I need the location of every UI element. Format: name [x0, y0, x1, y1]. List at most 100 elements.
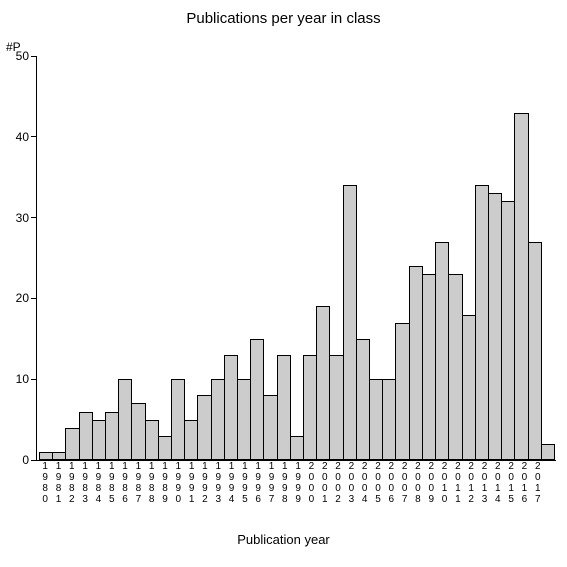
y-tick-label: 50 — [16, 49, 29, 63]
x-tick-column: 2010 — [437, 460, 451, 506]
x-axis-label: Publication year — [0, 532, 567, 547]
x-tick-label: 2005 — [371, 462, 385, 506]
x-tick-label: 1992 — [198, 462, 212, 506]
bars-container — [37, 56, 556, 460]
x-tick-label: 1980 — [38, 462, 52, 506]
x-tick-column: 1983 — [78, 460, 92, 506]
x-tick-label: 1985 — [105, 462, 119, 506]
x-tick-label: 2004 — [358, 462, 372, 506]
bar — [343, 185, 357, 460]
x-tick-column: 1999 — [291, 460, 305, 506]
bar — [528, 242, 542, 460]
bar — [329, 355, 343, 460]
bar — [435, 242, 449, 460]
x-tick-label: 1984 — [91, 462, 105, 506]
x-tick-column: 1995 — [238, 460, 252, 506]
x-tick-column: 2012 — [464, 460, 478, 506]
bar — [79, 412, 93, 460]
x-tick-column: 1988 — [145, 460, 159, 506]
x-tick-column: 2015 — [504, 460, 518, 506]
x-tick-column: 1985 — [105, 460, 119, 506]
x-tick-column: 2006 — [384, 460, 398, 506]
y-tick-label: 40 — [16, 130, 29, 144]
x-tick-column: 2005 — [371, 460, 385, 506]
bar — [145, 420, 159, 460]
x-tick-column: 1994 — [224, 460, 238, 506]
x-tick-column: 1981 — [51, 460, 65, 506]
x-tick-column: 2013 — [477, 460, 491, 506]
x-tick-label: 2013 — [477, 462, 491, 506]
bar — [250, 339, 264, 460]
x-tick-label: 2006 — [384, 462, 398, 506]
x-tick-column: 1986 — [118, 460, 132, 506]
bar — [462, 315, 476, 460]
x-tick-label: 2001 — [318, 462, 332, 506]
x-tick-column: 1997 — [264, 460, 278, 506]
y-tick-label: 10 — [16, 372, 29, 386]
bar — [224, 355, 238, 460]
x-tick-label: 2007 — [397, 462, 411, 506]
y-tick — [31, 217, 37, 218]
bar — [382, 379, 396, 460]
x-tick-label: 1981 — [51, 462, 65, 506]
bar — [237, 379, 251, 460]
x-tick-label: 1994 — [224, 462, 238, 506]
bar — [131, 403, 145, 460]
bar — [475, 185, 489, 460]
bar — [92, 420, 106, 460]
bar — [356, 339, 370, 460]
x-tick-column: 1993 — [211, 460, 225, 506]
x-tick-column: 1987 — [131, 460, 145, 506]
bar — [184, 420, 198, 460]
x-tick-label: 2014 — [491, 462, 505, 506]
bar — [277, 355, 291, 460]
y-tick-label: 0 — [22, 453, 29, 467]
x-tick-column: 1992 — [198, 460, 212, 506]
x-tick-label: 1982 — [65, 462, 79, 506]
x-tick-column: 2016 — [517, 460, 531, 506]
x-tick-column: 2001 — [318, 460, 332, 506]
x-tick-label: 2011 — [451, 462, 465, 506]
x-tick-label: 1991 — [184, 462, 198, 506]
y-tick-label: 20 — [16, 291, 29, 305]
publications-bar-chart: Publications per year in class #P 010203… — [0, 0, 567, 567]
bar — [369, 379, 383, 460]
x-tick-column: 2017 — [531, 460, 545, 506]
bar — [39, 452, 53, 460]
plot-area: 01020304050 — [36, 56, 556, 461]
x-tick-label: 1983 — [78, 462, 92, 506]
x-tick-label: 2017 — [531, 462, 545, 506]
x-tick-column: 1998 — [278, 460, 292, 506]
x-tick-column: 1996 — [251, 460, 265, 506]
x-tick-column: 2014 — [491, 460, 505, 506]
x-tick-label: 2010 — [437, 462, 451, 506]
x-tick-column: 1991 — [184, 460, 198, 506]
bar — [211, 379, 225, 460]
x-tick-column: 1989 — [158, 460, 172, 506]
x-tick-label: 1997 — [264, 462, 278, 506]
bar — [52, 452, 66, 460]
bar — [395, 323, 409, 460]
y-tick — [31, 298, 37, 299]
chart-title: Publications per year in class — [0, 10, 567, 27]
x-tick-column: 2009 — [424, 460, 438, 506]
x-tick-label: 1996 — [251, 462, 265, 506]
x-tick-label: 2009 — [424, 462, 438, 506]
bar — [422, 274, 436, 460]
x-axis: 1980198119821983198419851986198719881989… — [36, 460, 559, 506]
x-tick-label: 1999 — [291, 462, 305, 506]
y-tick-label: 30 — [16, 211, 29, 225]
bar — [541, 444, 555, 460]
x-tick-column: 2003 — [344, 460, 358, 506]
x-tick-column: 1990 — [171, 460, 185, 506]
x-tick-label: 2000 — [304, 462, 318, 506]
x-tick-label: 2012 — [464, 462, 478, 506]
x-tick-column: 2004 — [358, 460, 372, 506]
x-tick-column — [544, 460, 558, 506]
x-tick-label: 1988 — [145, 462, 159, 506]
x-tick-label: 2008 — [411, 462, 425, 506]
bar — [290, 436, 304, 460]
x-tick-column: 1984 — [91, 460, 105, 506]
x-tick-column: 2002 — [331, 460, 345, 506]
x-tick-label: 1987 — [131, 462, 145, 506]
